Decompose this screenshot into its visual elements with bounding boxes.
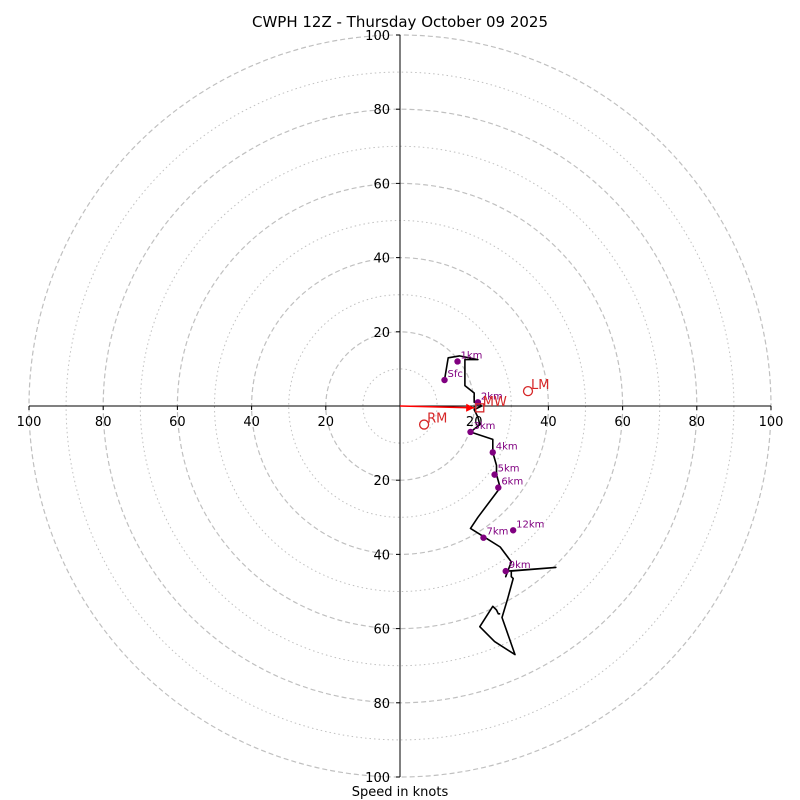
height-label-2km: 2km (481, 391, 503, 402)
y-tick-label-80: 80 (373, 103, 390, 118)
x-tick-label--20: 20 (318, 415, 335, 430)
storm-marker-rm (418, 419, 430, 430)
height-label-6km: 6km (501, 477, 523, 488)
chart-title: CWPH 12Z - Thursday October 09 2025 (252, 13, 548, 31)
height-marker-12km (509, 527, 517, 534)
height-marker-9km (502, 567, 509, 575)
y-tick-label-60: 60 (373, 177, 390, 192)
height-marker-4km (489, 449, 496, 456)
height-label-7km: 7km (486, 527, 508, 538)
x-tick-label-80: 80 (689, 415, 706, 430)
height-label-5km: 5km (498, 464, 520, 475)
storm-label-mw: MW (483, 395, 507, 410)
x-axis-label: Speed in knots (352, 785, 449, 800)
storm-motion-markers: LM RM MW (418, 378, 549, 430)
shear-vector (399, 403, 475, 412)
x-tick-label-40: 40 (540, 415, 557, 430)
y-tick-label--100: 100 (365, 771, 390, 786)
storm-marker-lm (522, 386, 534, 397)
height-label-12km: 12km (516, 519, 544, 530)
x-tick-label--80: 80 (95, 415, 112, 430)
storm-marker-mw (475, 403, 485, 413)
hodograph-line (443, 355, 557, 656)
height-label-1km: 1km (461, 350, 483, 361)
height-marker-6km (495, 484, 502, 491)
height-marker-sfc (441, 376, 448, 384)
height-marker-1km (454, 358, 461, 365)
x-tick-label--100: 100 (17, 415, 42, 430)
height-marker-5km (491, 471, 498, 478)
y-tick-label--60: 60 (373, 623, 390, 638)
x-tick-label-100: 100 (759, 415, 784, 430)
height-marker-7km (480, 534, 487, 541)
x-tick-label--60: 60 (169, 415, 186, 430)
shear-vector-arrowhead (466, 403, 475, 412)
x-tick-label--40: 40 (243, 415, 260, 430)
y-tick-label-20: 20 (373, 326, 390, 341)
storm-label-rm: RM (427, 412, 447, 427)
hodograph-trace (443, 355, 557, 656)
storm-label-lm: LM (531, 378, 549, 393)
y-tick-label-100: 100 (365, 29, 390, 44)
shear-vector-line (399, 405, 475, 409)
y-tick-label--40: 40 (373, 548, 390, 563)
height-label-9km: 9km (509, 560, 531, 571)
height-label-3km: 3km (473, 421, 495, 432)
y-tick-label--80: 80 (373, 697, 390, 712)
y-tick-label-40: 40 (373, 252, 390, 267)
x-tick-label-60: 60 (614, 415, 631, 430)
height-marker-3km (467, 428, 474, 436)
height-label-sfc: Sfc (448, 369, 463, 380)
height-label-4km: 4km (496, 441, 518, 452)
y-tick-label--20: 20 (373, 474, 390, 489)
